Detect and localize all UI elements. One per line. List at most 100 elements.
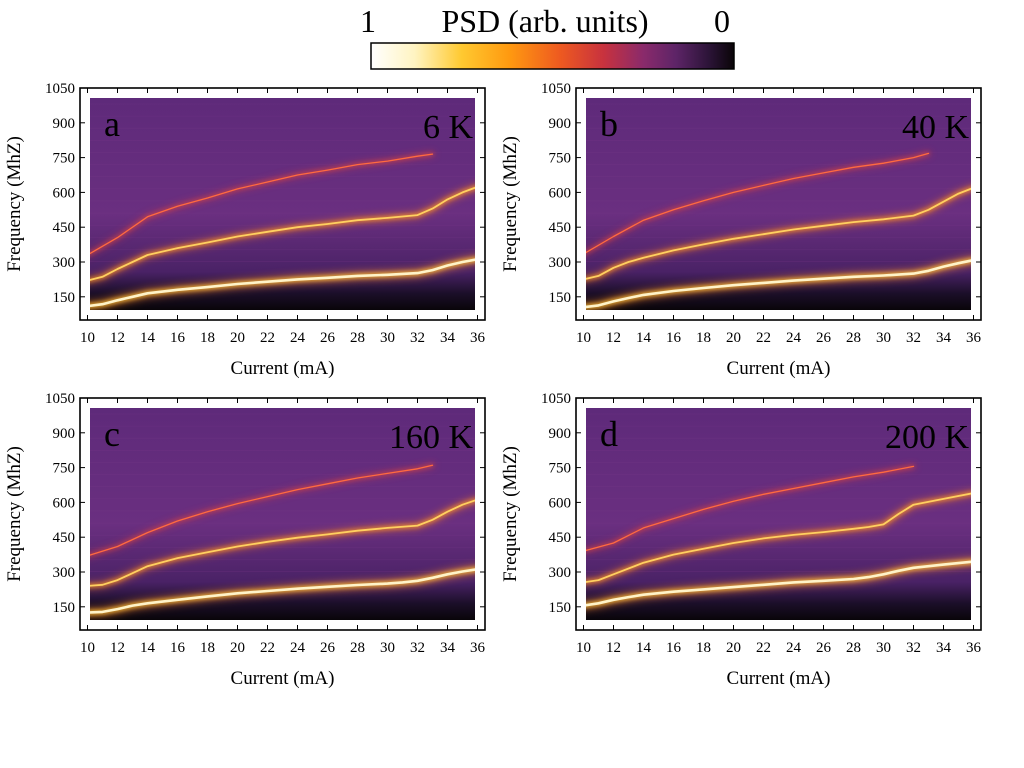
mode-lines — [90, 462, 475, 617]
y-tick-label: 750 — [53, 151, 76, 167]
y-tick-label: 600 — [549, 185, 572, 201]
x-tick-label: 10 — [576, 640, 591, 656]
x-tick-label: 12 — [606, 330, 621, 346]
y-tick-label: 750 — [549, 461, 572, 477]
y-axis-label: Frequency (MhZ) — [500, 446, 521, 582]
x-tick-label: 34 — [936, 640, 952, 656]
series-line-0 — [586, 259, 971, 309]
x-tick-label: 18 — [200, 330, 215, 346]
panel-b: 10 12 14 16 18 20 22 24 26 28 30 32 34 36 150 300 450 600… — [500, 81, 982, 379]
temperature-label: 160 K — [389, 419, 474, 456]
panel-letter: a — [104, 104, 120, 144]
axes-frame — [575, 87, 982, 321]
x-tick-label: 10 — [80, 330, 95, 346]
x-tick-label: 10 — [576, 330, 591, 346]
x-tick-label: 10 — [80, 640, 95, 656]
x-tick-label: 30 — [876, 640, 891, 656]
y-tick-label: 300 — [53, 255, 76, 271]
panel-letter: d — [600, 414, 618, 454]
y-tick-label: 150 — [53, 600, 76, 616]
x-tick-label: 32 — [906, 330, 921, 346]
axes-frame — [79, 397, 486, 631]
colorbar-gradient — [370, 42, 735, 70]
series-line-2 — [586, 152, 930, 254]
y-tick-label: 900 — [549, 426, 572, 442]
x-tick-label: 24 — [290, 330, 306, 346]
series-line-2 — [586, 465, 915, 552]
axes-frame — [575, 397, 982, 631]
x-tick-label: 12 — [110, 330, 125, 346]
y-tick-label: 600 — [53, 495, 76, 511]
y-axis-label: Frequency (MhZ) — [4, 136, 25, 272]
x-tick-label: 28 — [846, 640, 861, 656]
colorbar: 1 PSD (arb. units) 0 — [360, 3, 735, 70]
plot-inner-border — [582, 94, 975, 314]
x-tick-label: 34 — [440, 640, 456, 656]
x-tick-label: 32 — [410, 640, 425, 656]
panel-c: 10 12 14 16 18 20 22 24 26 28 30 32 34 36 150 300 450 600… — [4, 391, 486, 689]
x-tick-label: 14 — [636, 640, 652, 656]
x-tick-label: 16 — [170, 330, 186, 346]
x-tick-label: 28 — [846, 330, 861, 346]
y-tick-label: 1050 — [45, 391, 75, 407]
x-tick-label: 24 — [786, 330, 802, 346]
panel-letter: c — [104, 414, 120, 454]
series-line-0 — [90, 258, 475, 308]
series-line-0 — [586, 560, 971, 607]
colorbar-min-label: 0 — [714, 3, 730, 39]
x-tick-label: 20 — [230, 330, 245, 346]
x-axis-label: Current (mA) — [727, 358, 831, 379]
x-tick-label: 26 — [816, 330, 832, 346]
x-tick-label: 24 — [786, 640, 802, 656]
x-tick-label: 16 — [666, 640, 682, 656]
x-tick-label: 22 — [756, 640, 771, 656]
x-tick-label: 32 — [410, 330, 425, 346]
x-axis-label: Current (mA) — [727, 668, 831, 689]
colorbar-title: PSD (arb. units) — [441, 3, 648, 39]
panel-letter: b — [600, 104, 618, 144]
y-tick-label: 1050 — [541, 391, 571, 407]
x-tick-label: 18 — [696, 330, 711, 346]
panels: 10 12 14 16 18 20 22 24 26 28 30 32 34 36 150 300 450 600… — [4, 81, 982, 689]
series-line-0 — [90, 568, 475, 614]
x-tick-label: 34 — [936, 330, 952, 346]
x-axis-label: Current (mA) — [231, 358, 335, 379]
temperature-label: 200 K — [885, 419, 970, 456]
x-tick-label: 20 — [726, 330, 741, 346]
x-tick-label: 26 — [816, 640, 832, 656]
y-tick-label: 1050 — [541, 81, 571, 97]
mode-lines — [586, 150, 971, 310]
y-tick-label: 150 — [549, 290, 572, 306]
y-tick-label: 300 — [549, 255, 572, 271]
x-tick-label: 16 — [170, 640, 186, 656]
y-tick-label: 900 — [53, 116, 76, 132]
x-tick-label: 22 — [756, 330, 771, 346]
y-tick-label: 900 — [549, 116, 572, 132]
plot-inner-border — [86, 404, 479, 624]
panel-a: 10 12 14 16 18 20 22 24 26 28 30 32 34 36 150 300 450 600… — [4, 81, 486, 379]
y-axis-label: Frequency (MhZ) — [500, 136, 521, 272]
y-tick-label: 750 — [53, 461, 76, 477]
plot-inner-border — [86, 94, 479, 314]
x-tick-label: 14 — [140, 640, 156, 656]
y-tick-label: 450 — [549, 530, 572, 546]
y-tick-label: 600 — [53, 185, 76, 201]
y-tick-label: 300 — [549, 565, 572, 581]
x-tick-label: 32 — [906, 640, 921, 656]
y-tick-label: 600 — [549, 495, 572, 511]
mode-lines — [90, 151, 475, 310]
x-tick-label: 16 — [666, 330, 682, 346]
x-tick-label: 22 — [260, 640, 275, 656]
y-tick-label: 900 — [53, 426, 76, 442]
panel-d: 10 12 14 16 18 20 22 24 26 28 30 32 34 36 150 300 450 600… — [500, 391, 982, 689]
axes-frame — [79, 87, 486, 321]
y-tick-label: 150 — [549, 600, 572, 616]
x-tick-label: 36 — [470, 330, 486, 346]
series-line-1 — [90, 499, 475, 587]
x-tick-label: 30 — [380, 640, 395, 656]
x-tick-label: 36 — [966, 640, 982, 656]
x-tick-label: 30 — [876, 330, 891, 346]
y-tick-label: 450 — [53, 220, 76, 236]
x-tick-label: 14 — [140, 330, 156, 346]
